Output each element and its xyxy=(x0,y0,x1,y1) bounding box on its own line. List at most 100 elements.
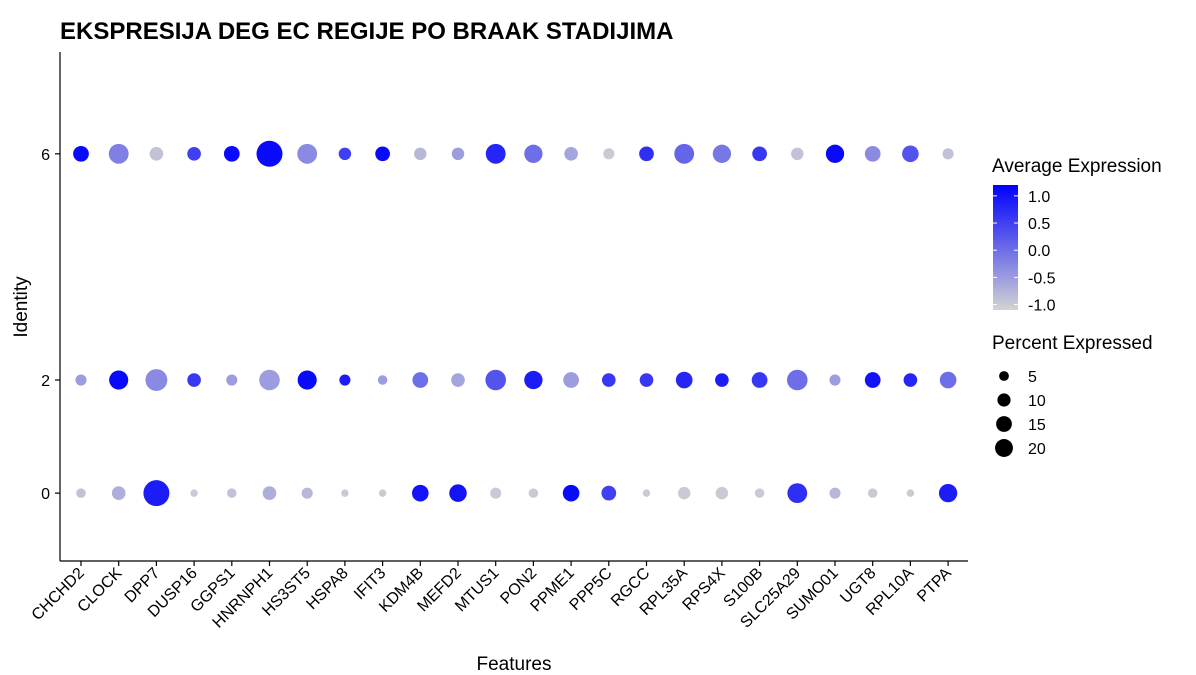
dot-chchd2-identity-0 xyxy=(76,488,86,498)
dot-ggps1-identity-6 xyxy=(223,145,240,162)
dot-rgcc-identity-0 xyxy=(642,489,651,497)
x-axis-ticks: CHCHD2CLOCKDPP7DUSP16GGPS1HNRNPH1HS3ST5H… xyxy=(29,561,955,632)
size-legend-dot xyxy=(996,416,1012,432)
dot-s100b-identity-2 xyxy=(751,372,768,388)
dot-dusp16-identity-0 xyxy=(190,489,198,497)
dot-slc25a29-identity-6 xyxy=(791,147,804,161)
dot-dusp16-identity-2 xyxy=(187,373,201,387)
dot-slc25a29-identity-2 xyxy=(787,369,808,391)
dot-rps4x-identity-0 xyxy=(715,486,729,500)
dot-dusp16-identity-6 xyxy=(187,146,201,161)
dot-ifit3-identity-2 xyxy=(377,375,388,385)
dot-ppme1-identity-2 xyxy=(563,372,579,388)
dot-rgcc-identity-2 xyxy=(639,373,654,387)
dot-mefd2-identity-2 xyxy=(451,373,465,387)
dot-kdm4b-identity-6 xyxy=(414,147,427,161)
x-tick-label-ppp5c: PPP5C xyxy=(567,565,616,614)
dot-hnrnph1-identity-0 xyxy=(262,486,277,500)
dot-rpl10a-identity-2 xyxy=(903,373,918,387)
dot-ptpa-identity-0 xyxy=(938,483,958,503)
y-axis-ticks: 0 2 6 xyxy=(41,147,60,503)
dot-mefd2-identity-6 xyxy=(451,147,465,161)
size-legend: Percent Expressed 5 10 15 20 xyxy=(992,333,1153,458)
dot-hspa8-identity-6 xyxy=(338,147,352,161)
dot-ugt8-identity-2 xyxy=(864,372,881,388)
dot-hs3st5-identity-2 xyxy=(297,370,317,390)
y-tick-label: 0 xyxy=(41,486,50,503)
dot-pon2-identity-2 xyxy=(524,370,543,390)
dot-ppme1-identity-6 xyxy=(564,146,578,161)
dot-s100b-identity-6 xyxy=(752,146,767,162)
color-legend-label: -0.5 xyxy=(1028,270,1056,287)
dot-ggps1-identity-0 xyxy=(227,488,237,498)
dot-clock-identity-6 xyxy=(108,143,129,164)
size-legend-label: 10 xyxy=(1028,393,1046,410)
dot-kdm4b-identity-0 xyxy=(411,484,429,502)
dot-sumo01-identity-0 xyxy=(829,487,841,499)
dot-ptpa-identity-6 xyxy=(942,148,954,160)
dot-ppp5c-identity-2 xyxy=(601,373,616,387)
dot-rpl35a-identity-0 xyxy=(677,486,691,500)
color-legend: Average Expression 1.0 0.5 0.0 -0.5 -1.0 xyxy=(992,156,1162,315)
dot-mtus1-identity-2 xyxy=(485,369,506,391)
dot-rpl35a-identity-6 xyxy=(674,143,695,164)
plot-area xyxy=(73,140,958,507)
x-tick-label-ptpa: PTPA xyxy=(914,565,955,606)
color-legend-label: -1.0 xyxy=(1028,298,1056,315)
x-tick-label-chchd2: CHCHD2 xyxy=(29,565,88,624)
x-tick-label-hspa8: HSPA8 xyxy=(303,565,351,613)
dot-mtus1-identity-0 xyxy=(490,487,502,499)
dot-rpl10a-identity-6 xyxy=(902,145,919,163)
dot-mefd2-identity-0 xyxy=(449,484,467,502)
dot-rgcc-identity-6 xyxy=(639,146,654,162)
dot-sumo01-identity-2 xyxy=(829,374,841,386)
size-legend-title: Percent Expressed xyxy=(992,333,1153,354)
dot-clock-identity-0 xyxy=(111,486,126,500)
dot-ppp5c-identity-6 xyxy=(603,148,615,160)
color-legend-label: 0.0 xyxy=(1028,243,1050,260)
dot-clock-identity-2 xyxy=(109,370,129,390)
size-legend-label: 15 xyxy=(1028,417,1046,434)
dot-hs3st5-identity-6 xyxy=(297,143,318,164)
dot-ifit3-identity-6 xyxy=(375,146,390,162)
dot-rps4x-identity-2 xyxy=(715,373,729,387)
dot-hs3st5-identity-0 xyxy=(301,487,313,499)
dot-dpp7-identity-0 xyxy=(143,480,170,507)
dot-rps4x-identity-6 xyxy=(712,144,732,163)
dot-rpl10a-identity-0 xyxy=(906,489,915,497)
x-tick-label-rps4x: RPS4X xyxy=(680,565,729,614)
y-tick-label: 2 xyxy=(41,373,50,390)
dot-dpp7-identity-6 xyxy=(149,146,164,161)
dot-hnrnph1-identity-2 xyxy=(259,369,280,391)
dot-slc25a29-identity-0 xyxy=(787,483,808,504)
dot-ugt8-identity-6 xyxy=(864,145,881,162)
dot-mtus1-identity-6 xyxy=(485,143,506,164)
size-legend-dot xyxy=(995,439,1013,457)
dot-dpp7-identity-2 xyxy=(145,369,168,391)
size-legend-dot xyxy=(997,393,1011,407)
dot-hspa8-identity-2 xyxy=(339,374,351,386)
dot-pon2-identity-6 xyxy=(524,144,543,163)
dot-sumo01-identity-6 xyxy=(825,144,845,163)
color-legend-title: Average Expression xyxy=(992,156,1162,177)
y-tick-label: 6 xyxy=(41,147,50,164)
dot-ugt8-identity-0 xyxy=(867,488,878,498)
dot-ppp5c-identity-0 xyxy=(601,485,617,501)
color-legend-bar xyxy=(993,185,1018,310)
dot-ifit3-identity-0 xyxy=(378,489,387,497)
color-legend-label: 0.5 xyxy=(1028,216,1050,233)
dot-hnrnph1-identity-6 xyxy=(256,140,283,167)
dot-rpl35a-identity-2 xyxy=(675,371,693,389)
dot-chchd2-identity-2 xyxy=(75,374,87,386)
dot-ppme1-identity-0 xyxy=(562,484,580,502)
size-legend-label: 5 xyxy=(1028,369,1037,386)
y-axis-title: Identity xyxy=(11,276,32,338)
dot-hspa8-identity-0 xyxy=(341,489,349,497)
size-legend-dot xyxy=(999,371,1009,381)
dot-s100b-identity-0 xyxy=(754,488,765,498)
chart-title: EKSPRESIJA DEG EC REGIJE PO BRAAK STADIJ… xyxy=(60,18,673,45)
dot-ptpa-identity-2 xyxy=(939,371,957,389)
color-legend-label: 1.0 xyxy=(1028,189,1050,206)
dot-kdm4b-identity-2 xyxy=(412,372,429,388)
